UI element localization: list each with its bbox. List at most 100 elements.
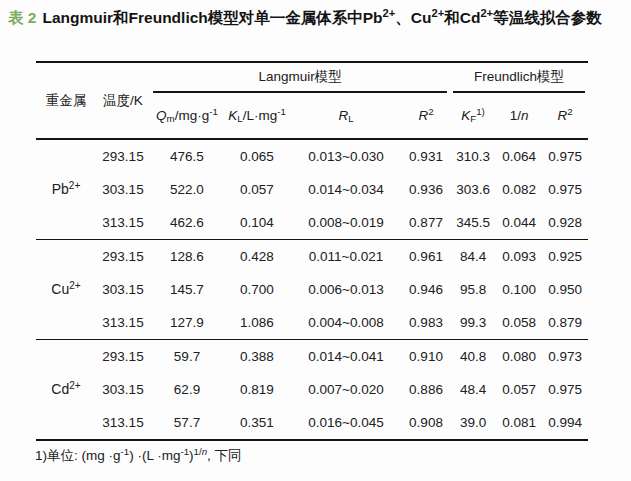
- cell: 62.9: [150, 373, 224, 406]
- cell: 293.15: [96, 339, 150, 372]
- cell: 476.5: [150, 139, 224, 172]
- cell: 0.975: [542, 373, 588, 406]
- cell: 0.886: [402, 373, 450, 406]
- metal-group-cu: Cu2+ 293.15 128.6 0.428 0.011~0.021 0.96…: [36, 239, 588, 339]
- page: 表 2Langmuir和Freundlich模型对单一金属体系中Pb2+、Cu2…: [0, 0, 631, 481]
- parameters-table: 重金属 温度/K Langmuir模型 Freundlich模型 Qm/mg·g…: [36, 61, 588, 441]
- cell: 303.15: [96, 172, 150, 205]
- cell: 0.004~0.008: [290, 306, 402, 339]
- metal-group-pb: Pb2+ 293.15 476.5 0.065 0.013~0.030 0.93…: [36, 139, 588, 239]
- cell: 0.104: [224, 206, 290, 239]
- cell: 0.014~0.034: [290, 172, 402, 205]
- cell: 0.928: [542, 206, 588, 239]
- col-header-kf: KF1): [450, 93, 496, 139]
- cell: 0.057: [496, 373, 542, 406]
- cell: 0.910: [402, 339, 450, 372]
- cell: 0.819: [224, 373, 290, 406]
- cell: 0.975: [542, 139, 588, 172]
- table-caption: 表 2Langmuir和Freundlich模型对单一金属体系中Pb2+、Cu2…: [8, 8, 602, 29]
- cell: 0.975: [542, 172, 588, 205]
- cell: 0.064: [496, 139, 542, 172]
- cell: 0.006~0.013: [290, 273, 402, 306]
- cell: 462.6: [150, 206, 224, 239]
- col-header-r2-langmuir: R2: [402, 93, 450, 139]
- cell: 313.15: [96, 306, 150, 339]
- table-title: Langmuir和Freundlich模型对单一金属体系中Pb2+、Cu2+和C…: [42, 9, 601, 26]
- cell: 0.044: [496, 206, 542, 239]
- cell: 84.4: [450, 239, 496, 272]
- cell: 40.8: [450, 339, 496, 372]
- cell: 0.908: [402, 406, 450, 439]
- table-footnote: 1)单位: (mg ·g-1) ·(L ·mg-1)1/n, 下同: [35, 447, 242, 465]
- cell: 57.7: [150, 406, 224, 439]
- cell: 0.946: [402, 273, 450, 306]
- cell: 0.983: [402, 306, 450, 339]
- cell: 0.014~0.041: [290, 339, 402, 372]
- cell: 303.15: [96, 273, 150, 306]
- cell: 0.016~0.045: [290, 406, 402, 439]
- cell: 0.936: [402, 172, 450, 205]
- table-row: 303.15 62.9 0.819 0.007~0.020 0.886 48.4…: [36, 373, 588, 406]
- cell: 0.011~0.021: [290, 239, 402, 272]
- col-header-temperature: 温度/K: [96, 62, 150, 139]
- cell: 0.100: [496, 273, 542, 306]
- cell: 313.15: [96, 206, 150, 239]
- cell: 0.013~0.030: [290, 139, 402, 172]
- cell: 0.058: [496, 306, 542, 339]
- metal-label: Cd2+: [36, 339, 96, 439]
- metal-label: Pb2+: [36, 139, 96, 239]
- cell: 310.3: [450, 139, 496, 172]
- cell: 0.082: [496, 172, 542, 205]
- cell: 0.428: [224, 239, 290, 272]
- cell: 313.15: [96, 406, 150, 439]
- col-header-1n: 1/n: [496, 93, 542, 139]
- cell: 522.0: [150, 172, 224, 205]
- cell: 0.057: [224, 172, 290, 205]
- col-header-metal: 重金属: [36, 62, 96, 139]
- table-row: Cu2+ 293.15 128.6 0.428 0.011~0.021 0.96…: [36, 239, 588, 272]
- cell: 0.093: [496, 239, 542, 272]
- metal-group-cd: Cd2+ 293.15 59.7 0.388 0.014~0.041 0.910…: [36, 339, 588, 439]
- table-row: Pb2+ 293.15 476.5 0.065 0.013~0.030 0.93…: [36, 139, 588, 172]
- cell: 127.9: [150, 306, 224, 339]
- cell: 303.15: [96, 373, 150, 406]
- col-header-r2-freundlich: R2: [542, 93, 588, 139]
- col-group-freundlich: Freundlich模型: [450, 62, 588, 93]
- cell: 39.0: [450, 406, 496, 439]
- table-row: 303.15 145.7 0.700 0.006~0.013 0.946 95.…: [36, 273, 588, 306]
- col-header-qm: Qm/mg·g-1: [150, 93, 224, 139]
- cell: 95.8: [450, 273, 496, 306]
- cell: 0.925: [542, 239, 588, 272]
- cell: 128.6: [150, 239, 224, 272]
- cell: 0.950: [542, 273, 588, 306]
- table-row: Cd2+ 293.15 59.7 0.388 0.014~0.041 0.910…: [36, 339, 588, 372]
- cell: 0.961: [402, 239, 450, 272]
- metal-label: Cu2+: [36, 239, 96, 339]
- cell: 0.879: [542, 306, 588, 339]
- cell: 293.15: [96, 139, 150, 172]
- cell: 345.5: [450, 206, 496, 239]
- cell: 0.080: [496, 339, 542, 372]
- cell: 48.4: [450, 373, 496, 406]
- cell: 0.931: [402, 139, 450, 172]
- cell: 59.7: [150, 339, 224, 372]
- table-header: 重金属 温度/K Langmuir模型 Freundlich模型 Qm/mg·g…: [36, 62, 588, 139]
- table-row: 313.15 57.7 0.351 0.016~0.045 0.908 39.0…: [36, 406, 588, 439]
- cell: 0.994: [542, 406, 588, 439]
- cell: 0.081: [496, 406, 542, 439]
- table-row: 313.15 127.9 1.086 0.004~0.008 0.983 99.…: [36, 306, 588, 339]
- col-header-rl: RL: [290, 93, 402, 139]
- cell: 0.008~0.019: [290, 206, 402, 239]
- cell: 0.351: [224, 406, 290, 439]
- cell: 0.973: [542, 339, 588, 372]
- table-row: 303.15 522.0 0.057 0.014~0.034 0.936 303…: [36, 172, 588, 205]
- cell: 0.007~0.020: [290, 373, 402, 406]
- langmuir-group-label: Langmuir模型: [153, 66, 447, 93]
- cell: 0.700: [224, 273, 290, 306]
- cell: 293.15: [96, 239, 150, 272]
- col-header-kl: KL/L·mg-1: [224, 93, 290, 139]
- cell: 0.065: [224, 139, 290, 172]
- cell: 0.877: [402, 206, 450, 239]
- cell: 1.086: [224, 306, 290, 339]
- cell: 0.388: [224, 339, 290, 372]
